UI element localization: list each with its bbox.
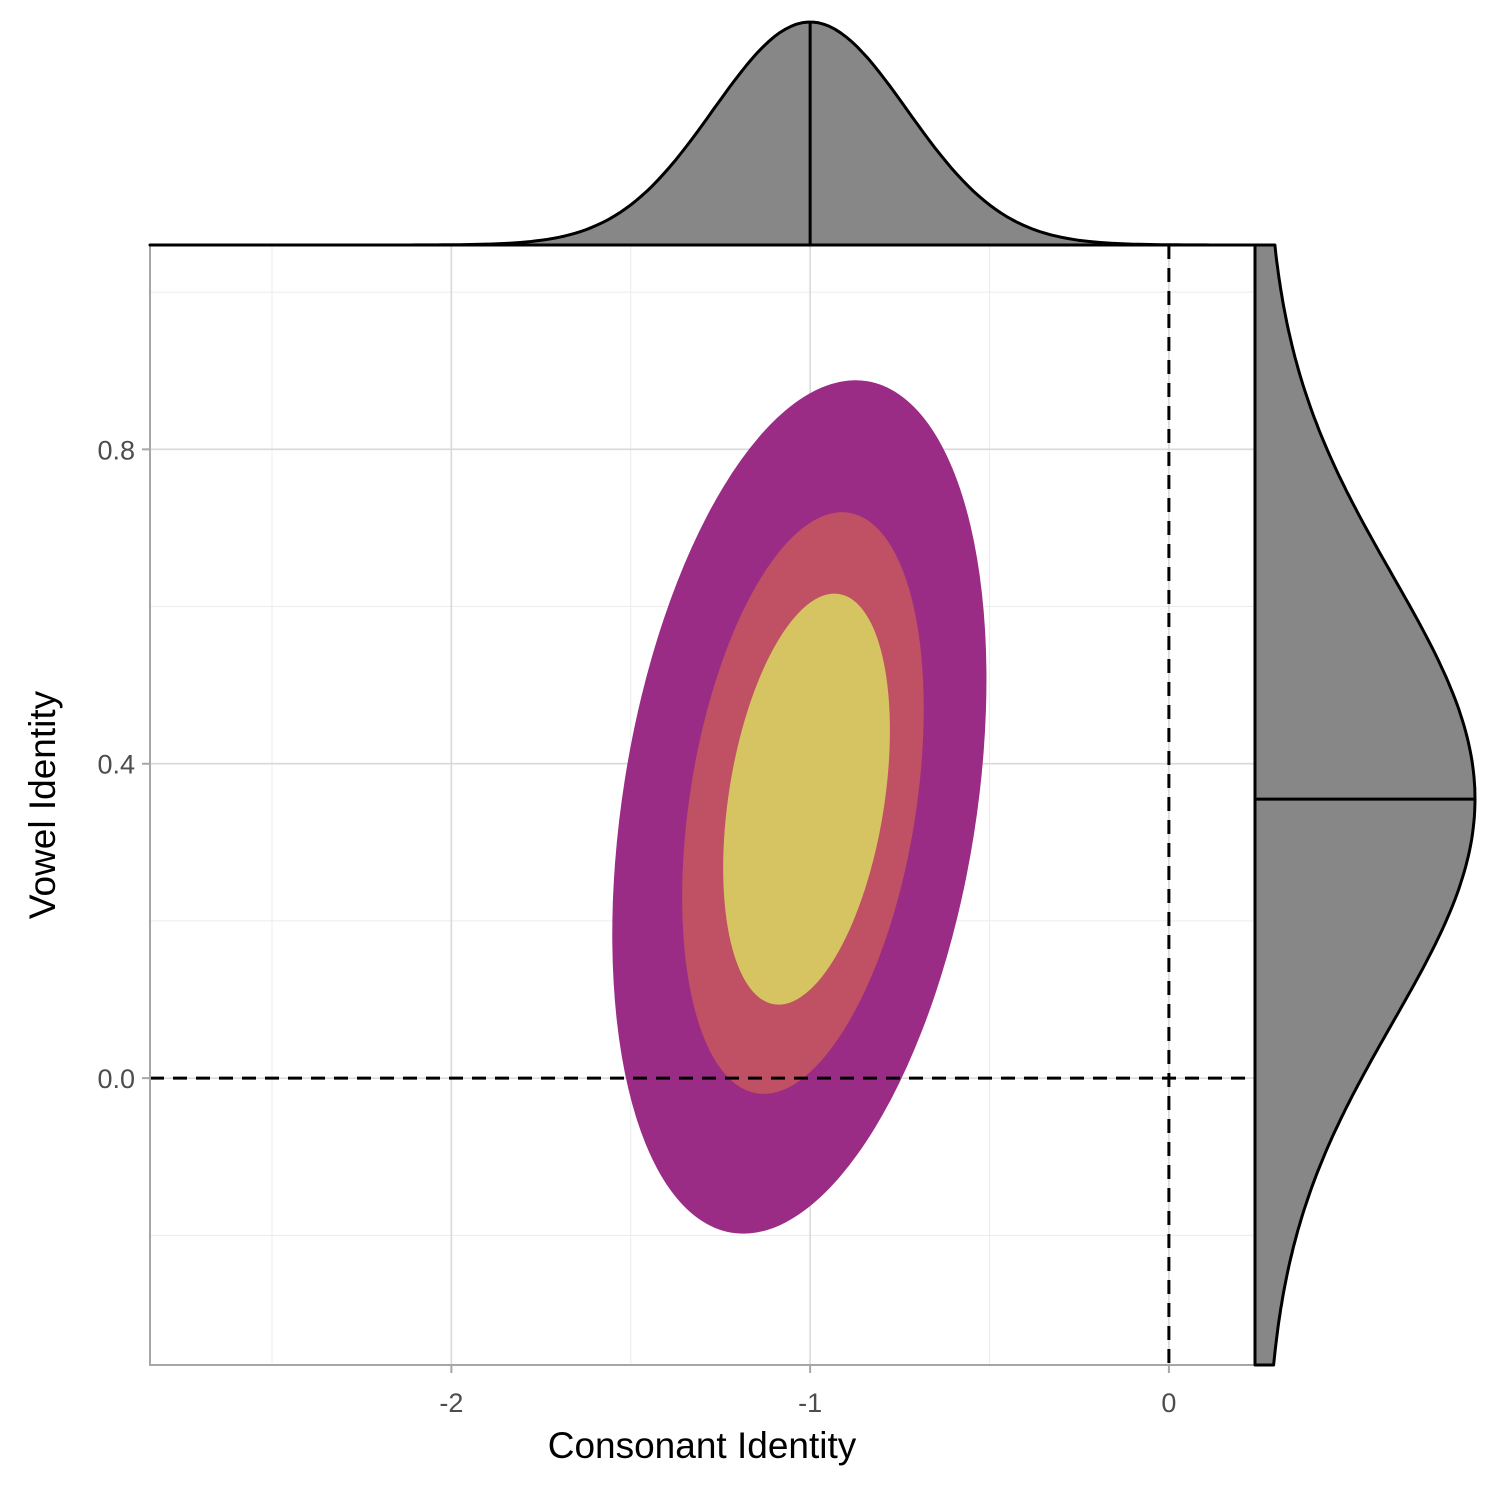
marginal-y-curve [1253, 243, 1477, 1367]
axis-ticks: -2 -1 0 0.0 0.4 0.8 [97, 435, 1176, 1418]
y-tick-label: 0.8 [97, 435, 135, 465]
marginal-x-curve [148, 20, 1257, 247]
x-tick-label: -2 [439, 1388, 463, 1418]
marginal-x-density [148, 20, 1257, 247]
x-tick-label: -1 [798, 1388, 822, 1418]
density-contours [612, 380, 987, 1234]
x-tick-label: 0 [1161, 1388, 1176, 1418]
contour-inner [723, 593, 890, 1005]
marginal-y-density [1253, 243, 1477, 1367]
x-axis-title: Consonant Identity [548, 1425, 857, 1466]
y-tick-label: 0.4 [97, 750, 135, 780]
y-axis-title: Vowel Identity [22, 690, 63, 919]
y-tick-label: 0.0 [97, 1064, 135, 1094]
reference-lines [150, 245, 1255, 1365]
